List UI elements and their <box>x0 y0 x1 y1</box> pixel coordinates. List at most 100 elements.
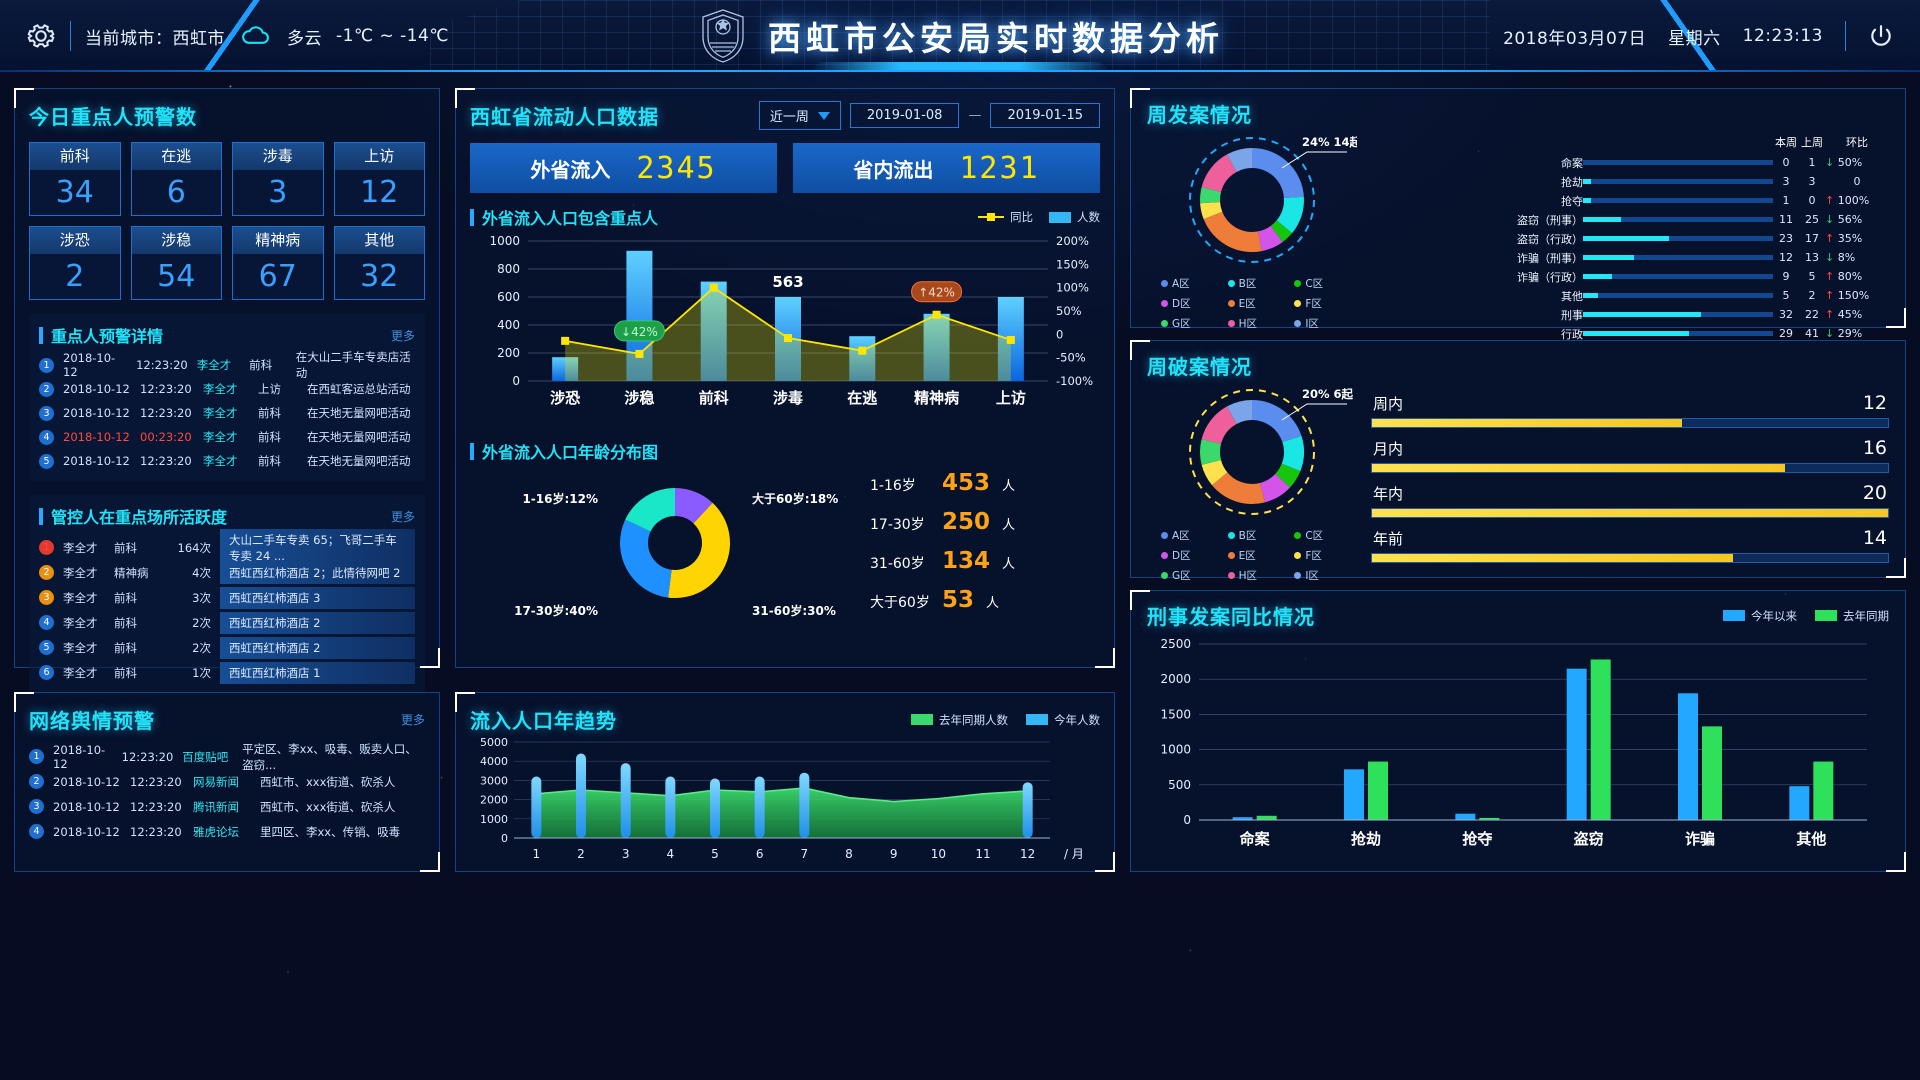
svg-text:1000: 1000 <box>1160 743 1191 757</box>
line-legend-icon <box>978 213 1004 221</box>
svg-text:1: 1 <box>533 847 541 861</box>
opinion-row[interactable]: 1 2018-10-12 12:23:20 百度贴吧 平定区、李xx、吸毒、贩卖人口、盗… <box>29 742 425 772</box>
current-weekday: 星期六 <box>1668 28 1721 49</box>
row-type: 精神病 <box>114 565 149 580</box>
warning-detail-more-link[interactable]: 更多 <box>390 328 415 343</box>
warning-stat-grid: 前科 34 在逃 6 涉毒 3 上访 12 涉恐 2 涉稳 54 精神病 67 其他 32 <box>29 142 425 300</box>
activity-row[interactable]: 3 李全才 前科 3次 西虹西红柿酒店 3 <box>39 585 415 610</box>
row-name: 李全才 <box>63 590 98 605</box>
public-opinion-list: 1 2018-10-12 12:23:20 百度贴吧 平定区、李xx、吸毒、贩卖人口、盗… <box>29 742 425 844</box>
stat-card-精神病[interactable]: 精神病 67 <box>232 226 324 300</box>
age-count-value: 453 <box>942 469 991 496</box>
stat-card-在逃[interactable]: 在逃 6 <box>130 142 222 216</box>
svg-text:0: 0 <box>1183 813 1191 827</box>
opinion-row[interactable]: 3 2018-10-12 12:23:20 腾讯新闻 西虹市、xxx街道、砍杀人 <box>29 794 425 819</box>
activity-row[interactable]: 1 李全才 前科 164次 大山二手车专卖 65；飞哥二手车专卖 24 ... <box>39 528 415 567</box>
row-bar-fill <box>1583 312 1701 317</box>
svg-text:500: 500 <box>1168 778 1191 792</box>
row-last-week: 13 <box>1805 251 1819 264</box>
activity-row[interactable]: 4 李全才 前科 2次 西虹西红柿酒店 2 <box>39 610 415 635</box>
activity-row[interactable]: 6 李全才 前科 1次 西虹西红柿酒店 1 <box>39 660 415 685</box>
table-header-row: 本周 上周 环比 <box>1367 134 1889 153</box>
svg-text:4: 4 <box>667 847 675 861</box>
row-index-badge: 2 <box>39 565 54 580</box>
svg-text:200%: 200% <box>1056 234 1089 248</box>
warning-detail-row[interactable]: 1 2018-10-12 12:23:20 李全才 前科 在大山二手车专卖店活动 <box>39 350 415 380</box>
date-from-input[interactable]: 2019-01-08 <box>849 103 960 128</box>
opinion-row[interactable]: 2 2018-10-12 12:23:20 网易新闻 西虹市、xxx街道、砍杀人 <box>29 769 425 794</box>
today-warning-title: 今日重点人预警数 <box>29 105 197 129</box>
gear-icon[interactable] <box>26 21 56 51</box>
warning-detail-row[interactable]: 3 2018-10-12 12:23:20 李全才 前科 在天地无量网吧活动 <box>39 401 415 425</box>
svg-text:1000: 1000 <box>480 813 508 826</box>
legend-dot <box>1294 572 1302 579</box>
row-bar-fill <box>1583 236 1669 241</box>
page-title: 西虹市公安局实时数据分析 <box>768 19 1224 58</box>
legend-dot <box>1227 532 1235 539</box>
warning-detail-row[interactable]: 5 2018-10-12 12:23:20 李全才 前科 在天地无量网吧活动 <box>39 449 415 473</box>
svg-text:/ 月: / 月 <box>1064 847 1084 861</box>
legend-dot <box>1227 320 1235 327</box>
row-last-week: 22 <box>1805 308 1819 321</box>
legend-dot <box>1294 300 1302 307</box>
public-opinion-header: 网络舆情预警 更多 <box>29 705 425 734</box>
svg-text:上访: 上访 <box>996 389 1026 407</box>
row-name: 李全才 <box>63 665 98 680</box>
activity-more-link[interactable]: 更多 <box>390 509 415 524</box>
warning-detail-row[interactable]: 2 2018-10-12 12:23:20 李全才 上访 在西虹客运总站活动 <box>39 377 415 401</box>
row-type: 前科 <box>114 540 137 555</box>
row-index-badge: 1 <box>39 357 54 373</box>
flow-summary-row: 外省流入 2345 省内流出 1231 <box>470 143 1100 193</box>
row-bar-track <box>1583 255 1773 260</box>
legend-label: F区 <box>1305 298 1322 310</box>
activity-row[interactable]: 2 李全才 精神病 4次 西虹西红柿酒店 2；此情待网吧 2 <box>39 560 415 585</box>
age-count-row: 17-30岁 250 人 <box>870 509 1100 548</box>
solved-bar-value: 20 <box>1862 482 1887 504</box>
row-name: 盗窃（刑事） <box>1517 213 1583 227</box>
legend-label: A区 <box>1172 530 1190 542</box>
svg-text:2000: 2000 <box>480 794 508 807</box>
row-last-week: 17 <box>1805 232 1819 245</box>
flow-header: 西虹省流动人口数据 近一周 2019-01-08 — 2019-01-15 <box>470 101 1100 130</box>
age-chart-section: 外省流入人口年龄分布图 1-16岁:12% 大于60岁:18% 17-30岁:40%… <box>470 439 1100 630</box>
stat-card-涉恐[interactable]: 涉恐 2 <box>29 226 121 300</box>
stat-card-涉毒[interactable]: 涉毒 3 <box>232 142 324 216</box>
row-type: 前科 <box>249 358 273 372</box>
stat-card-前科[interactable]: 前科 34 <box>29 142 121 216</box>
age-range-label: 17-30岁 <box>870 516 925 533</box>
legend-dot <box>1161 532 1168 539</box>
legend-label: E区 <box>1238 298 1256 310</box>
stat-card-其他[interactable]: 其他 32 <box>333 226 425 300</box>
date-to-input[interactable]: 2019-01-15 <box>990 103 1100 128</box>
stat-card-涉稳[interactable]: 涉稳 54 <box>130 226 222 300</box>
inflow-label: 外省流入 <box>530 157 611 182</box>
thisyear-crime-legend-icon <box>1723 610 1745 621</box>
row-source: 雅虎论坛 <box>193 824 239 839</box>
legend-item-B区: B区 <box>1227 276 1291 291</box>
row-change: ↑ 45% <box>1825 308 1863 321</box>
row-bar-track <box>1583 274 1773 279</box>
power-icon[interactable] <box>1868 23 1894 49</box>
row-type: 上访 <box>258 382 281 396</box>
legend-item-F区: F区 <box>1294 296 1357 311</box>
solved-bar-label: 周内 <box>1373 395 1404 413</box>
svg-text:3: 3 <box>622 847 630 861</box>
public-opinion-more-link[interactable]: 更多 <box>400 713 425 727</box>
row-type: 前科 <box>114 590 137 605</box>
legend-item-I区: I区 <box>1294 316 1357 331</box>
row-last-week: 3 <box>1808 175 1816 188</box>
row-this-week: 9 <box>1782 270 1790 283</box>
activity-row[interactable]: 5 李全才 前科 2次 西虹西红柿酒店 2 <box>39 635 415 660</box>
stat-card-上访[interactable]: 上访 12 <box>333 142 425 216</box>
range-select[interactable]: 近一周 <box>758 101 841 130</box>
row-this-week: 1 <box>1782 194 1790 207</box>
row-this-week: 11 <box>1779 213 1793 226</box>
opinion-row[interactable]: 4 2018-10-12 12:23:20 雅虎论坛 里四区、李xx、传销、吸毒 <box>29 819 425 844</box>
age-count-row: 1-16岁 453 人 <box>870 470 1100 509</box>
flow-title: 西虹省流动人口数据 <box>470 105 659 129</box>
warning-detail-section: 重点人预警详情 更多 1 2018-10-12 12:23:20 李全才 前科 在大山二手… <box>29 314 425 481</box>
warning-detail-row[interactable]: 4 2018-10-12 00:23:20 李全才 前科 在天地无量网吧活动 <box>39 425 415 449</box>
row-desc: 在天地无量网吧活动 <box>307 454 411 468</box>
today-warning-panel: 今日重点人预警数 前科 34 在逃 6 涉毒 3 上访 12 涉恐 2 涉稳 54 精神病 67 其他 32 … <box>14 88 440 693</box>
cloud-icon <box>242 26 269 44</box>
